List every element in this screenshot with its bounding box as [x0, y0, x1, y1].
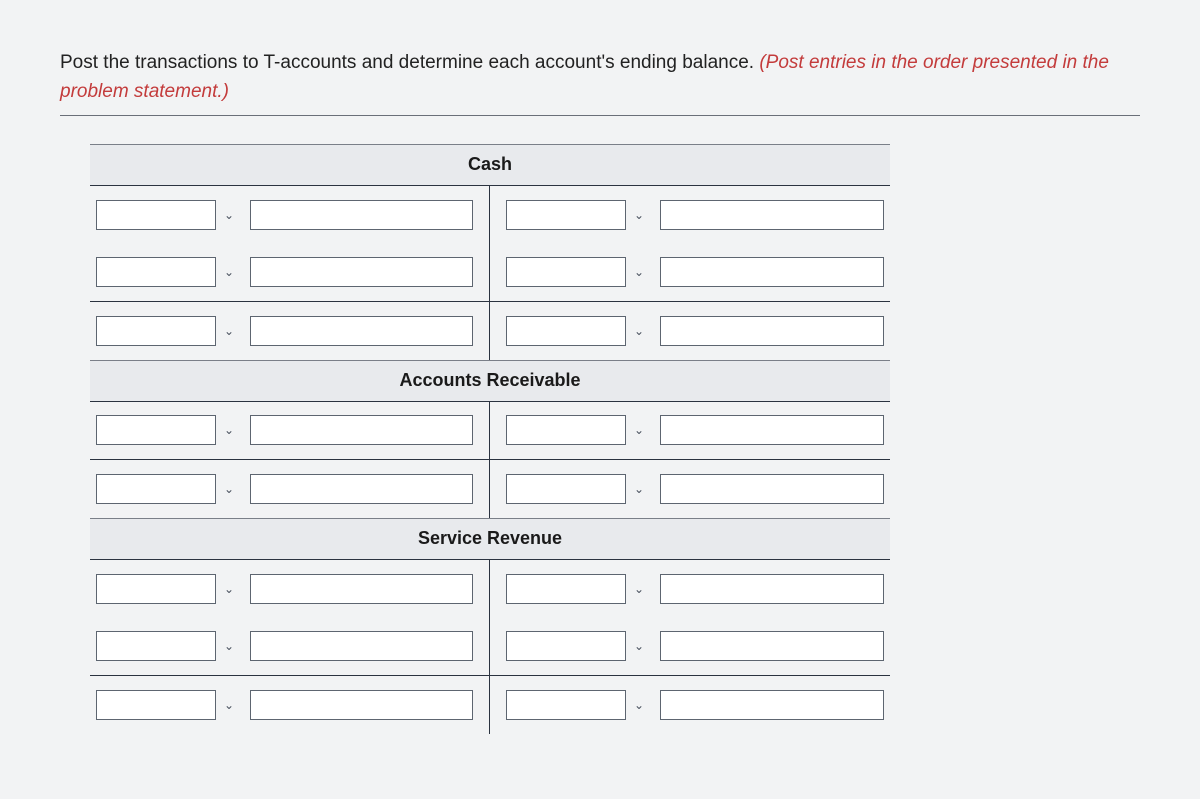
t-account-row: ⌄: [490, 244, 890, 302]
chevron-down-icon[interactable]: ⌄: [634, 266, 644, 278]
credit-description-select[interactable]: [506, 690, 626, 720]
t-account-row: ⌄: [490, 676, 890, 734]
credit-side: ⌄⌄: [490, 402, 890, 518]
debit-side: ⌄ ⌄ ⌄: [90, 560, 490, 734]
t-account-row: ⌄: [90, 402, 489, 460]
credit-amount-input[interactable]: [660, 631, 884, 661]
chevron-down-icon[interactable]: ⌄: [634, 640, 644, 652]
t-account-row: ⌄: [90, 460, 489, 518]
debit-description-select[interactable]: [96, 690, 216, 720]
debit-select-wrap: ⌄: [96, 474, 216, 504]
chevron-down-icon[interactable]: ⌄: [224, 699, 234, 711]
debit-select-wrap: ⌄: [96, 690, 216, 720]
chevron-down-icon[interactable]: ⌄: [634, 583, 644, 595]
chevron-down-icon[interactable]: ⌄: [634, 483, 644, 495]
credit-select-wrap: ⌄: [506, 415, 626, 445]
debit-amount-input[interactable]: [250, 257, 473, 287]
credit-description-select[interactable]: [506, 474, 626, 504]
debit-description-select[interactable]: [96, 257, 216, 287]
debit-description-select[interactable]: [96, 631, 216, 661]
credit-amount-input[interactable]: [660, 316, 884, 346]
t-account-row: ⌄: [490, 560, 890, 618]
credit-amount-input[interactable]: [660, 574, 884, 604]
t-account-row: ⌄: [90, 618, 489, 676]
credit-amount-input[interactable]: [660, 690, 884, 720]
t-accounts-container: Cash⌄⌄⌄⌄⌄⌄Accounts Receivable⌄⌄⌄⌄Service…: [90, 144, 890, 734]
credit-amount-input[interactable]: [660, 474, 884, 504]
credit-side: ⌄ ⌄ ⌄: [490, 560, 890, 734]
credit-amount-input[interactable]: [660, 257, 884, 287]
credit-description-select[interactable]: [506, 415, 626, 445]
chevron-down-icon[interactable]: ⌄: [634, 209, 644, 221]
credit-select-wrap: ⌄: [506, 257, 626, 287]
chevron-down-icon[interactable]: ⌄: [224, 325, 234, 337]
t-account-row: ⌄: [90, 244, 489, 302]
chevron-down-icon[interactable]: ⌄: [224, 209, 234, 221]
account-title: Service Revenue: [90, 518, 890, 560]
t-account-row: ⌄: [490, 402, 890, 460]
t-account-row: ⌄: [490, 460, 890, 518]
debit-description-select[interactable]: [96, 200, 216, 230]
t-account-row: ⌄: [490, 618, 890, 676]
chevron-down-icon[interactable]: ⌄: [634, 699, 644, 711]
debit-side: ⌄ ⌄ ⌄: [90, 186, 490, 360]
instructions-plain: Post the transactions to T-accounts and …: [60, 52, 759, 73]
credit-description-select[interactable]: [506, 257, 626, 287]
debit-select-wrap: ⌄: [96, 574, 216, 604]
instructions: Post the transactions to T-accounts and …: [60, 48, 1140, 116]
debit-amount-input[interactable]: [250, 415, 473, 445]
debit-description-select[interactable]: [96, 574, 216, 604]
t-account-body: ⌄ ⌄ ⌄ ⌄ ⌄ ⌄: [90, 560, 890, 734]
t-account-row: ⌄: [90, 186, 489, 244]
credit-description-select[interactable]: [506, 574, 626, 604]
chevron-down-icon[interactable]: ⌄: [224, 424, 234, 436]
t-account-row: ⌄: [90, 560, 489, 618]
t-account-row: ⌄: [90, 676, 489, 734]
debit-select-wrap: ⌄: [96, 200, 216, 230]
credit-select-wrap: ⌄: [506, 316, 626, 346]
debit-select-wrap: ⌄: [96, 415, 216, 445]
credit-side: ⌄ ⌄ ⌄: [490, 186, 890, 360]
t-account-row: ⌄: [90, 302, 489, 360]
credit-select-wrap: ⌄: [506, 574, 626, 604]
chevron-down-icon[interactable]: ⌄: [634, 424, 644, 436]
debit-amount-input[interactable]: [250, 631, 473, 661]
debit-side: ⌄⌄: [90, 402, 490, 518]
credit-amount-input[interactable]: [660, 415, 884, 445]
chevron-down-icon[interactable]: ⌄: [224, 483, 234, 495]
chevron-down-icon[interactable]: ⌄: [224, 583, 234, 595]
credit-select-wrap: ⌄: [506, 690, 626, 720]
debit-amount-input[interactable]: [250, 474, 473, 504]
page: Post the transactions to T-accounts and …: [0, 0, 1200, 734]
t-account-body: ⌄⌄⌄⌄: [90, 402, 890, 518]
debit-amount-input[interactable]: [250, 316, 473, 346]
credit-description-select[interactable]: [506, 631, 626, 661]
debit-select-wrap: ⌄: [96, 316, 216, 346]
credit-amount-input[interactable]: [660, 200, 884, 230]
debit-select-wrap: ⌄: [96, 631, 216, 661]
credit-select-wrap: ⌄: [506, 200, 626, 230]
account-title: Cash: [90, 144, 890, 186]
debit-select-wrap: ⌄: [96, 257, 216, 287]
credit-description-select[interactable]: [506, 200, 626, 230]
debit-amount-input[interactable]: [250, 690, 473, 720]
chevron-down-icon[interactable]: ⌄: [224, 266, 234, 278]
debit-amount-input[interactable]: [250, 200, 473, 230]
debit-description-select[interactable]: [96, 474, 216, 504]
credit-description-select[interactable]: [506, 316, 626, 346]
credit-select-wrap: ⌄: [506, 474, 626, 504]
debit-description-select[interactable]: [96, 316, 216, 346]
t-account-body: ⌄ ⌄ ⌄ ⌄ ⌄ ⌄: [90, 186, 890, 360]
t-account-row: ⌄: [490, 186, 890, 244]
t-account-row: ⌄: [490, 302, 890, 360]
chevron-down-icon[interactable]: ⌄: [634, 325, 644, 337]
credit-select-wrap: ⌄: [506, 631, 626, 661]
account-title: Accounts Receivable: [90, 360, 890, 402]
debit-amount-input[interactable]: [250, 574, 473, 604]
chevron-down-icon[interactable]: ⌄: [224, 640, 234, 652]
debit-description-select[interactable]: [96, 415, 216, 445]
